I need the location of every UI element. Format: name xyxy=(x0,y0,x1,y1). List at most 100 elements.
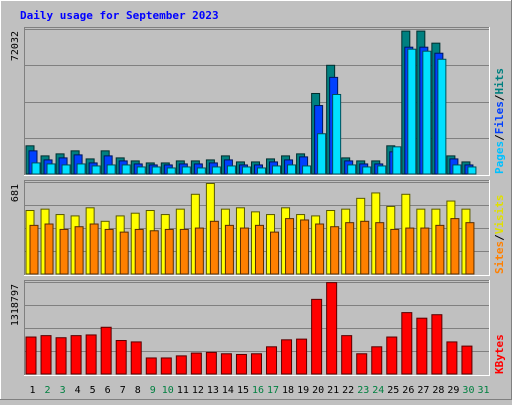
x-tick-day-27: 27 xyxy=(417,385,429,396)
x-tick-day-8: 8 xyxy=(135,385,141,396)
bar-kbytes-day-18 xyxy=(281,339,293,375)
x-tick-day-15: 15 xyxy=(237,385,249,396)
bar-sites-day-8 xyxy=(134,228,144,275)
x-tick-day-24: 24 xyxy=(372,385,384,396)
bar-kbytes-day-11 xyxy=(175,355,187,375)
bar-pages-day-17 xyxy=(272,165,282,175)
bar-kbytes-day-3 xyxy=(55,337,67,375)
legend-kbytes: KBytes xyxy=(493,334,506,374)
legend-item-sites: Sites xyxy=(493,241,506,274)
x-tick-day-10: 10 xyxy=(162,385,174,396)
bar-kbytes-day-1 xyxy=(25,336,37,375)
bar-sites-day-12 xyxy=(194,227,204,275)
bar-pages-day-29 xyxy=(452,164,462,175)
bar-pages-day-10 xyxy=(166,167,176,175)
x-tick-day-9: 9 xyxy=(150,385,156,396)
bar-pages-day-1 xyxy=(31,162,41,175)
bar-kbytes-day-30 xyxy=(461,345,473,375)
panel-max-label: 1318797 xyxy=(10,284,21,326)
bar-kbytes-day-20 xyxy=(311,298,323,375)
bar-pages-day-5 xyxy=(91,165,101,175)
x-tick-day-12: 12 xyxy=(192,385,204,396)
bar-kbytes-day-16 xyxy=(250,353,262,375)
panel-max-label: 681 xyxy=(10,184,21,202)
bar-sites-day-10 xyxy=(164,228,174,275)
bar-pages-day-13 xyxy=(211,166,221,175)
bar-kbytes-day-4 xyxy=(70,335,82,375)
bar-pages-day-6 xyxy=(106,164,116,175)
bar-kbytes-day-10 xyxy=(160,357,172,375)
bar-kbytes-day-26 xyxy=(401,312,413,375)
x-tick-day-19: 19 xyxy=(297,385,309,396)
panel-kbytes: 1318797 KBytes xyxy=(10,280,506,376)
x-tick-day-14: 14 xyxy=(222,385,234,396)
x-tick-day-28: 28 xyxy=(432,385,444,396)
bar-pages-day-4 xyxy=(76,163,86,175)
bar-kbytes-day-7 xyxy=(115,340,127,375)
bar-sites-day-3 xyxy=(59,228,69,275)
bar-kbytes-day-28 xyxy=(431,314,443,375)
bar-sites-day-13 xyxy=(209,220,219,275)
bar-pages-day-21 xyxy=(332,93,342,175)
bar-kbytes-day-29 xyxy=(446,341,458,375)
x-axis-labels: 1 2 3 4 5 6 7 8 9 10 11 12 13 14 15 16 17 18 19 20 21 22 23 24 2… xyxy=(30,385,490,396)
bar-kbytes-day-2 xyxy=(40,335,52,375)
x-tick-day-31: 31 xyxy=(477,385,489,396)
bar-pages-day-3 xyxy=(61,164,71,175)
bar-pages-day-15 xyxy=(241,166,251,175)
legend-item-hits: Hits xyxy=(493,68,506,95)
bar-pages-day-14 xyxy=(226,165,236,175)
bar-pages-day-28 xyxy=(437,58,447,175)
bar-sites-day-4 xyxy=(74,226,84,275)
bar-pages-day-16 xyxy=(256,167,266,175)
bar-pages-day-23 xyxy=(362,166,372,175)
x-tick-day-11: 11 xyxy=(177,385,189,396)
bar-sites-day-29 xyxy=(450,218,460,275)
bar-sites-day-25 xyxy=(390,228,400,275)
x-tick-day-25: 25 xyxy=(387,385,399,396)
bar-sites-day-27 xyxy=(420,227,430,275)
bar-kbytes-day-23 xyxy=(356,353,368,375)
bar-sites-day-7 xyxy=(119,231,129,275)
bar-sites-day-26 xyxy=(405,227,415,275)
bar-sites-day-24 xyxy=(375,222,385,275)
x-tick-day-13: 13 xyxy=(207,385,219,396)
x-tick-day-7: 7 xyxy=(120,385,126,396)
bar-kbytes-day-9 xyxy=(145,357,157,375)
bar-sites-day-15 xyxy=(239,227,249,275)
bar-pages-day-2 xyxy=(46,163,56,175)
legend-visits-sites: Sites/Visits xyxy=(493,195,506,275)
bar-sites-day-30 xyxy=(465,222,475,275)
panel-visits-sites: 681 Sites/Visits xyxy=(10,180,506,276)
bar-kbytes-day-21 xyxy=(326,282,338,375)
x-tick-day-3: 3 xyxy=(60,385,66,396)
bar-kbytes-day-19 xyxy=(296,338,308,375)
x-tick-day-4: 4 xyxy=(75,385,81,396)
bar-sites-day-19 xyxy=(300,219,310,275)
chart-title: Daily usage for September 2023 xyxy=(20,9,219,22)
bar-sites-day-16 xyxy=(254,224,264,275)
x-tick-day-1: 1 xyxy=(30,385,36,396)
x-tick-day-2: 2 xyxy=(45,385,51,396)
legend-text: Pages/Files/Hits xyxy=(493,68,506,174)
bar-sites-day-20 xyxy=(315,223,325,275)
bar-sites-day-21 xyxy=(330,226,340,275)
bar-kbytes-day-12 xyxy=(190,352,202,375)
bar-pages-day-18 xyxy=(287,164,297,175)
x-tick-day-30: 30 xyxy=(462,385,474,396)
x-tick-day-26: 26 xyxy=(402,385,414,396)
x-tick-day-29: 29 xyxy=(447,385,459,396)
legend-separator: / xyxy=(493,134,506,141)
legend-separator: / xyxy=(493,234,506,241)
x-tick-day-18: 18 xyxy=(282,385,294,396)
bar-kbytes-day-8 xyxy=(130,341,142,375)
bar-sites-day-23 xyxy=(360,220,370,275)
bar-kbytes-day-17 xyxy=(266,346,278,375)
bar-pages-day-20 xyxy=(317,133,327,175)
x-tick-day-6: 6 xyxy=(105,385,111,396)
x-tick-day-20: 20 xyxy=(312,385,324,396)
bar-sites-day-5 xyxy=(89,223,99,275)
bar-pages-day-12 xyxy=(196,167,206,175)
bar-kbytes-day-27 xyxy=(416,317,428,375)
